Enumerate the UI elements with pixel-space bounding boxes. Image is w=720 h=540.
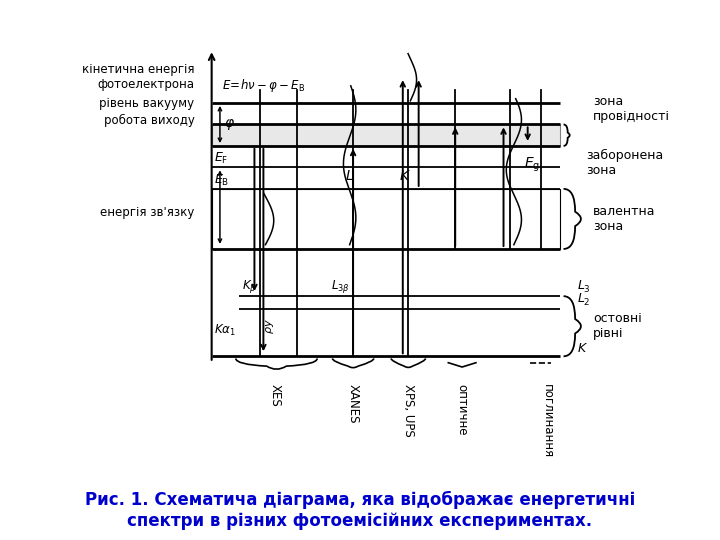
- Text: $K_\beta$: $K_\beta$: [242, 278, 256, 295]
- Text: $K\alpha_1$: $K\alpha_1$: [214, 323, 235, 338]
- Text: кінетична енергія
фотоелектрона: кінетична енергія фотоелектрона: [82, 63, 194, 91]
- Text: рівень вакууму: рівень вакууму: [99, 97, 194, 110]
- Bar: [212, 189, 560, 249]
- Text: заборонена
зона: заборонена зона: [586, 149, 664, 177]
- Text: $E_\mathrm{B}$: $E_\mathrm{B}$: [215, 173, 230, 188]
- Text: $E_\mathrm{F}$: $E_\mathrm{F}$: [215, 151, 229, 166]
- Text: поглинання: поглинання: [541, 384, 554, 458]
- Text: енергія зв'язку: енергія зв'язку: [100, 206, 194, 219]
- Text: Рис. 1. Схематича діаграма, яка відображає енергетичні
спектри в різних фотоеміс: Рис. 1. Схематича діаграма, яка відображ…: [85, 491, 635, 530]
- Text: зона
провідності: зона провідності: [593, 96, 670, 124]
- Text: $\varphi$: $\varphi$: [224, 117, 235, 132]
- Text: $L_{3\beta}$: $L_{3\beta}$: [331, 278, 350, 295]
- Text: робота виходу: робота виходу: [104, 113, 194, 127]
- Text: $E_\mathrm{g}$: $E_\mathrm{g}$: [524, 156, 540, 174]
- Text: XANES: XANES: [346, 384, 359, 424]
- Text: остовні
рівні: остовні рівні: [593, 312, 642, 340]
- Text: $K$: $K$: [399, 169, 411, 183]
- Text: $K$: $K$: [577, 342, 588, 355]
- Text: XES: XES: [269, 384, 282, 407]
- Text: $\rho y$: $\rho y$: [264, 319, 276, 334]
- Text: XPS, UPS: XPS, UPS: [402, 384, 415, 437]
- Bar: [212, 124, 560, 146]
- Text: оптичне: оптичне: [456, 384, 469, 436]
- Text: $L$: $L$: [345, 169, 354, 183]
- Text: $L_3^{}$: $L_3^{}$: [577, 279, 591, 295]
- Text: валентна
зона: валентна зона: [593, 205, 656, 233]
- Text: $L_2^{}$: $L_2^{}$: [577, 291, 591, 308]
- Text: $E\!=\!h\nu-\varphi-E_\mathrm{B}$: $E\!=\!h\nu-\varphi-E_\mathrm{B}$: [222, 77, 305, 93]
